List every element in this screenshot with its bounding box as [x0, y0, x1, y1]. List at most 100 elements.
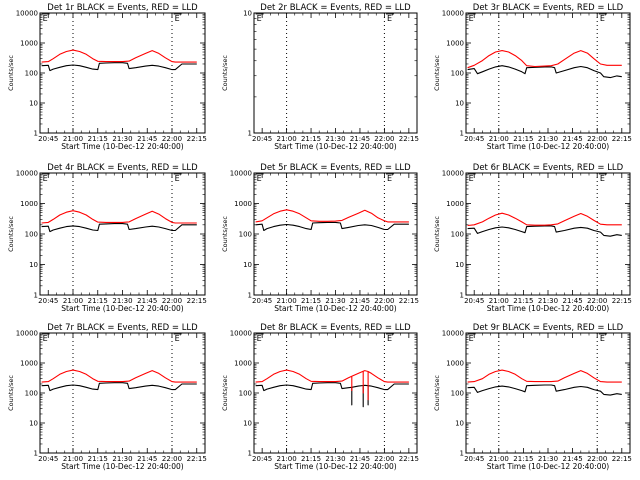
series-line-events	[467, 384, 622, 396]
y-tick-label: 10	[29, 261, 38, 269]
y-axis-label: Counts/sec	[221, 55, 229, 91]
x-tick-label: 20:45	[38, 297, 58, 305]
x-tick-label: 21:30	[538, 135, 558, 143]
y-tick-label: 10	[29, 100, 38, 108]
x-tick-label: 22:15	[612, 297, 632, 305]
x-tick-label: 21:45	[137, 297, 157, 305]
y-tick-label: 1	[34, 450, 38, 458]
y-tick-label: 100	[239, 231, 252, 239]
event-marker: E	[600, 174, 605, 183]
y-tick-label: 1	[248, 292, 252, 300]
series-line-events	[41, 382, 197, 392]
y-axis-label: Counts/sec	[221, 375, 229, 411]
x-tick-label: 22:15	[399, 297, 419, 305]
x-tick-label: 21:45	[563, 135, 583, 143]
x-tick-label: 21:45	[563, 297, 583, 305]
x-tick-label: 21:15	[88, 135, 108, 143]
event-marker: E	[387, 14, 392, 23]
event-marker: E	[257, 14, 262, 23]
y-axis-label: Counts/sec	[433, 375, 441, 411]
y-tick-label: 10000	[16, 330, 38, 338]
x-tick-label: 22:00	[587, 135, 607, 143]
plot-frame	[253, 12, 418, 134]
y-tick-label: 10	[243, 10, 252, 18]
event-marker: E	[43, 174, 48, 183]
x-tick-label: 22:00	[587, 455, 607, 463]
x-tick-label: 20:45	[38, 135, 58, 143]
y-tick-label: 1000	[20, 360, 38, 368]
panel-title: Det 2r BLACK = Events, RED = LLD	[260, 3, 411, 13]
x-tick-label: 20:45	[464, 135, 484, 143]
x-axis-label: Start Time (10-Dec-12 20:40:00)	[61, 304, 183, 313]
x-tick-label: 21:45	[137, 135, 157, 143]
y-tick-label: 10000	[230, 330, 252, 338]
plot-frame	[253, 172, 418, 296]
y-tick-label: 100	[451, 231, 464, 239]
x-tick-label: 21:15	[301, 297, 321, 305]
event-marker: E	[257, 334, 262, 343]
y-tick-label: 100	[451, 390, 464, 398]
event-marker: E	[387, 334, 392, 343]
x-axis-label: Start Time (10-Dec-12 20:40:00)	[274, 304, 396, 313]
series-line-lld	[467, 369, 622, 383]
x-tick-label: 22:00	[162, 297, 182, 305]
y-tick-label: 100	[451, 70, 464, 78]
x-tick-label: 21:30	[325, 297, 345, 305]
x-axis-label: Start Time (10-Dec-12 20:40:00)	[61, 462, 183, 471]
x-axis-label: Start Time (10-Dec-12 20:40:00)	[487, 304, 609, 313]
x-tick-label: 21:30	[325, 455, 345, 463]
panel-title: Det 6r BLACK = Events, RED = LLD	[473, 163, 624, 173]
y-axis-label: Counts/sec	[433, 216, 441, 252]
x-tick-label: 22:15	[612, 135, 632, 143]
y-tick-label: 1000	[20, 40, 38, 48]
series-line-events	[41, 223, 197, 233]
event-marker: E	[43, 334, 48, 343]
series-line-lld	[467, 212, 622, 227]
event-marker: E	[469, 14, 474, 23]
x-tick-label: 21:45	[350, 455, 370, 463]
series-line-lld	[41, 49, 197, 63]
x-tick-label: 21:15	[88, 297, 108, 305]
y-tick-label: 10	[243, 420, 252, 428]
x-tick-label: 21:45	[350, 297, 370, 305]
series-line-lld	[467, 50, 622, 69]
plot-frame	[465, 12, 631, 134]
x-tick-label: 22:00	[162, 135, 182, 143]
y-tick-label: 1	[34, 292, 38, 300]
x-tick-label: 22:00	[162, 455, 182, 463]
panel-title: Det 7r BLACK = Events, RED = LLD	[47, 323, 198, 333]
series-line-events	[255, 221, 409, 232]
x-tick-label: 22:15	[399, 135, 419, 143]
plot-frame	[39, 332, 206, 454]
panel-title: Det 3r BLACK = Events, RED = LLD	[473, 3, 624, 13]
event-marker: E	[469, 334, 474, 343]
y-tick-label: 10000	[442, 10, 464, 18]
y-tick-label: 10000	[442, 330, 464, 338]
y-axis-label: Counts/sec	[7, 55, 15, 91]
y-tick-label: 1	[248, 450, 252, 458]
event-marker: E	[469, 174, 474, 183]
panel-title: Det 4r BLACK = Events, RED = LLD	[47, 163, 198, 173]
x-axis-label: Start Time (10-Dec-12 20:40:00)	[487, 462, 609, 471]
panel-title: Det 8r BLACK = Events, RED = LLD	[260, 323, 411, 333]
x-axis-label: Start Time (10-Dec-12 20:40:00)	[274, 142, 396, 151]
x-tick-label: 21:15	[513, 135, 533, 143]
y-tick-label: 1000	[446, 360, 464, 368]
x-tick-label: 22:00	[374, 297, 394, 305]
panel-title: Det 9r BLACK = Events, RED = LLD	[473, 323, 624, 333]
y-tick-label: 10	[243, 261, 252, 269]
panel-title: Det 1r BLACK = Events, RED = LLD	[47, 3, 198, 13]
y-tick-label: 1000	[20, 200, 38, 208]
x-tick-label: 21:30	[112, 135, 132, 143]
event-marker: E	[257, 174, 262, 183]
y-tick-label: 1000	[446, 40, 464, 48]
y-axis-label: Counts/sec	[7, 375, 15, 411]
x-tick-label: 21:30	[112, 297, 132, 305]
